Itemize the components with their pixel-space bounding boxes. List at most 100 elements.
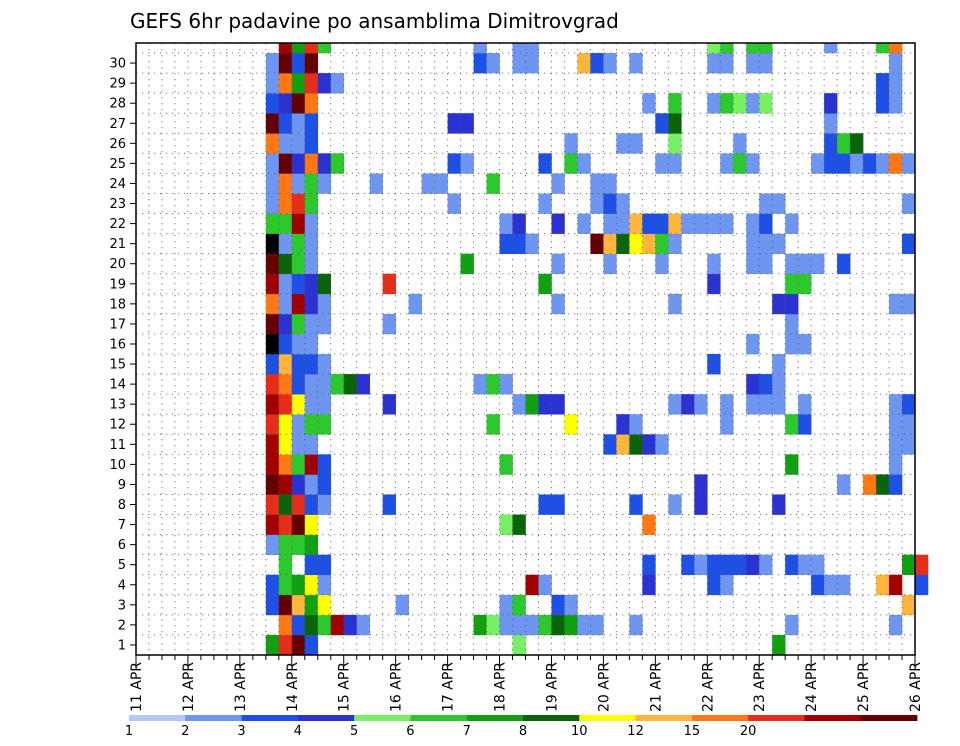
heatmap-cell — [265, 133, 280, 154]
heatmap-cell — [278, 354, 293, 375]
heatmap-cell — [304, 53, 319, 74]
heatmap-cell — [304, 414, 319, 435]
heatmap-cell — [265, 374, 280, 395]
heatmap-cell — [317, 494, 332, 515]
x-tick-label: 18 APR — [493, 662, 509, 712]
y-tick-label: 8 — [118, 498, 126, 513]
heatmap-cell — [291, 594, 306, 616]
y-tick-label: 1 — [118, 638, 126, 653]
heatmap-cell — [772, 634, 786, 656]
heatmap-cell — [317, 574, 332, 596]
x-tick-label: 14 APR — [285, 662, 301, 712]
y-tick-label: 5 — [118, 558, 126, 573]
x-tick-label: 11 APR — [129, 662, 145, 712]
heatmap-cell — [668, 293, 682, 315]
heatmap-cell — [265, 193, 280, 214]
heatmap-cell — [811, 153, 825, 174]
heatmap-cell — [278, 554, 293, 576]
heatmap-cell — [499, 454, 513, 475]
heatmap-cell — [278, 594, 293, 616]
y-tick-label: 11 — [109, 438, 126, 453]
y-tick-label: 30 — [109, 57, 126, 72]
heatmap-cell — [876, 43, 890, 54]
x-tick-label: 21 APR — [648, 662, 664, 712]
heatmap-cell — [499, 233, 513, 254]
heatmap-cell — [278, 374, 293, 395]
heatmap-cell — [850, 153, 864, 174]
heatmap-cell — [304, 374, 319, 395]
heatmap-cell — [512, 634, 526, 656]
heatmap-cell — [317, 293, 332, 315]
heatmap-cell — [785, 454, 799, 475]
y-tick-label: 7 — [118, 518, 126, 533]
colorbar-segment — [635, 715, 693, 721]
colorbar-segment — [523, 715, 580, 721]
heatmap-cell — [642, 213, 656, 234]
heatmap-cell — [304, 634, 319, 656]
x-tick-label: 25 APR — [856, 662, 872, 712]
heatmap-cell — [317, 354, 332, 375]
heatmap-cell — [395, 594, 409, 616]
heatmap-cell — [642, 233, 656, 254]
heatmap-cell — [304, 333, 319, 355]
colorbar-tick-label: 7 — [463, 724, 471, 739]
x-tick-label: 23 APR — [752, 662, 768, 712]
heatmap-cell — [356, 374, 370, 395]
heatmap-cell — [304, 394, 319, 415]
heatmap-cell — [265, 434, 280, 455]
heatmap-cell — [278, 414, 293, 435]
heatmap-cell — [265, 333, 280, 355]
heatmap-cell — [278, 293, 293, 315]
y-tick-label: 26 — [109, 137, 126, 152]
colorbar-tick-label: 6 — [406, 724, 414, 739]
heatmap-cell — [629, 233, 643, 254]
heatmap-cell — [304, 113, 319, 134]
heatmap-cell — [538, 574, 552, 596]
heatmap-cell — [291, 313, 306, 335]
heatmap-cell — [460, 253, 474, 275]
y-tick-label: 2 — [118, 618, 126, 633]
y-tick-label: 19 — [109, 277, 126, 292]
heatmap-cell — [330, 73, 345, 94]
heatmap-cell — [512, 514, 526, 535]
heatmap-cell — [473, 374, 487, 395]
heatmap-cell — [746, 233, 760, 254]
heatmap-cell — [486, 414, 500, 435]
heatmap-cell — [304, 273, 319, 295]
heatmap-cell — [681, 213, 695, 234]
heatmap-cell — [304, 434, 319, 455]
heatmap-cell — [265, 233, 280, 254]
heatmap-cell — [759, 193, 773, 214]
heatmap-cell — [473, 43, 487, 54]
heatmap-cell — [512, 233, 526, 254]
x-tick-label: 12 APR — [181, 662, 197, 712]
heatmap-cell — [317, 153, 332, 174]
heatmap-cell — [291, 193, 306, 214]
heatmap-cell — [902, 193, 916, 214]
heatmap-cell — [291, 534, 306, 555]
heatmap-cell — [317, 554, 332, 576]
heatmap-cell — [304, 614, 319, 636]
heatmap-cell — [590, 193, 604, 214]
heatmap-cell — [694, 554, 708, 576]
y-tick-label: 13 — [109, 398, 126, 413]
colorbar-segment — [241, 715, 299, 721]
heatmap-cell — [590, 173, 604, 194]
heatmap-cell — [304, 93, 319, 114]
heatmap-cell — [278, 494, 293, 515]
heatmap-cell — [278, 454, 293, 475]
colorbar-tick-label: 12 — [627, 724, 644, 739]
heatmap-cell — [759, 374, 773, 395]
heatmap-cell — [265, 574, 280, 596]
heatmap-cell — [538, 394, 552, 415]
heatmap-cell — [317, 614, 332, 636]
y-tick-label: 18 — [109, 297, 126, 312]
y-tick-label: 27 — [109, 117, 126, 132]
heatmap-cell — [525, 394, 539, 415]
heatmap-cell — [291, 93, 306, 114]
heatmap-cell — [291, 574, 306, 596]
heatmap-cell — [317, 454, 332, 475]
heatmap-cell — [642, 434, 656, 455]
heatmap-cell — [551, 494, 565, 515]
heatmap-cell — [525, 614, 539, 636]
